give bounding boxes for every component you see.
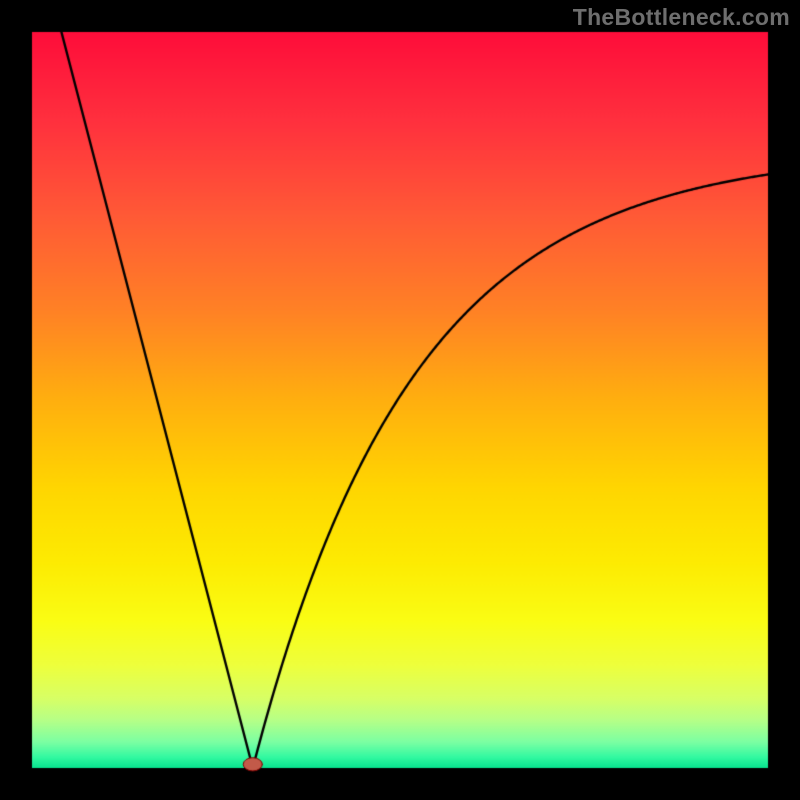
bottleneck-chart-canvas: [0, 0, 800, 800]
watermark-text: TheBottleneck.com: [573, 4, 790, 31]
